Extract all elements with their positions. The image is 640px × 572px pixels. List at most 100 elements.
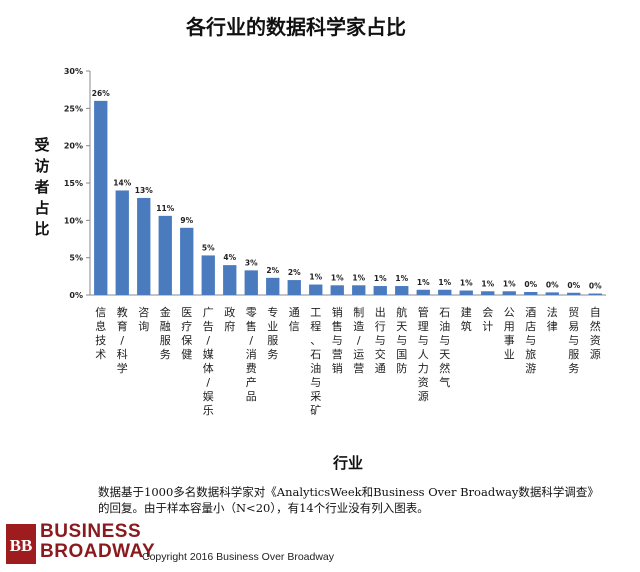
bar — [115, 190, 129, 295]
footnote-line-1: 数据基于1000多名数据科学家对《AnalyticsWeek和Business … — [98, 485, 599, 499]
bar — [287, 280, 301, 295]
bar — [416, 289, 430, 295]
x-tick-label: 自然资源 — [590, 306, 601, 361]
bar-data-label: 0% — [546, 280, 559, 289]
bar — [330, 285, 344, 295]
bar-data-label: 26% — [92, 89, 110, 98]
y-axis-ticks: 0% 5% 10% 15% 20% 25% 30% — [64, 67, 90, 300]
bar — [309, 284, 323, 295]
logo-line-1: BUSINESS — [40, 521, 142, 542]
x-tick-label: 石油与天然气 — [439, 306, 450, 389]
bar — [244, 270, 258, 295]
bar — [94, 100, 108, 295]
x-tick-label: 出行与交通 — [375, 305, 386, 375]
bar-data-label: 0% — [589, 282, 602, 291]
bar-data-label: 3% — [245, 258, 258, 267]
bar — [266, 277, 280, 295]
bar — [545, 292, 559, 295]
footnote-line-2: 的回复。由于样本容量小（N<20），有14个行业没有列入图表。 — [98, 501, 429, 515]
bar — [588, 293, 602, 295]
x-tick-label: 酒店与旅游 — [525, 306, 536, 375]
x-tick-label: 金融服务 — [160, 305, 171, 361]
bar-data-label: 0% — [567, 281, 580, 290]
bar — [373, 286, 387, 295]
bars: 26% 14% 13%11% 9% 5% 4% 3% 2% 2% 1% 1% 1% 1% 1% 1% 1% 1%… — [92, 89, 602, 295]
x-tick-label: 管理与人力资源 — [418, 305, 429, 403]
bar — [502, 291, 516, 295]
x-tick-label: 公用事业 — [504, 306, 515, 361]
bb-logo-icon: BB — [6, 524, 36, 564]
bar-data-label: 1% — [460, 279, 473, 288]
y-axis-label-char: 受 — [34, 136, 49, 154]
x-tick-label: 通信 — [289, 306, 300, 333]
logo-wordmark: BUSINESS BROADWAY — [40, 522, 155, 562]
x-tick-label: 制造/运营 — [353, 306, 364, 375]
bar — [137, 197, 151, 295]
y-tick-label: 30% — [64, 67, 83, 76]
bar-data-label: 14% — [113, 178, 131, 187]
x-tick-label: 广告/媒体/娱乐 — [203, 306, 214, 417]
y-axis-label-char: 者 — [34, 178, 49, 196]
bar — [459, 290, 473, 295]
bar-data-label: 1% — [438, 278, 451, 287]
x-tick-label: 航天与国防 — [396, 305, 407, 375]
bar-data-label: 1% — [309, 273, 322, 282]
x-tick-label: 信息技术 — [95, 306, 106, 361]
bar-data-label: 13% — [135, 186, 153, 195]
x-tick-label: 零售/消费产品 — [246, 306, 257, 403]
logo-mark: BB — [6, 524, 36, 564]
bar-data-label: 1% — [331, 273, 344, 282]
x-tick-label: 咨询 — [138, 305, 149, 333]
bar — [180, 227, 194, 295]
x-tick-label: 专业服务 — [267, 305, 278, 361]
x-axis-ticks: 信息技术教育/科学咨询金融服务医疗保健广告/媒体/娱乐政府零售/消费产品专业服务… — [95, 305, 601, 417]
x-tick-label: 建筑 — [461, 305, 472, 333]
bar — [524, 292, 538, 295]
x-tick-label: 工程、石油与采矿 — [310, 306, 321, 417]
bar-data-label: 2% — [288, 268, 301, 277]
bar-data-label: 11% — [156, 204, 174, 213]
bar — [223, 265, 237, 295]
bar-data-label: 1% — [352, 273, 365, 282]
bar — [481, 291, 495, 295]
x-axis-label: 行业 — [332, 454, 363, 472]
x-tick-label: 法律 — [547, 305, 558, 333]
y-axis-label-char: 占 — [34, 199, 49, 217]
bar-data-label: 9% — [180, 216, 193, 225]
x-tick-label: 贸易与服务 — [568, 306, 579, 375]
y-axis-label-char: 访 — [34, 157, 49, 175]
bar-data-label: 0% — [524, 280, 537, 289]
y-tick-label: 0% — [69, 291, 83, 300]
x-tick-label: 教育/科学 — [117, 306, 128, 375]
bar — [158, 215, 172, 295]
bar-data-label: 1% — [417, 278, 430, 287]
x-tick-label: 会计 — [482, 306, 493, 333]
copyright-text: Copyright 2016 Business Over Broadway — [142, 551, 335, 563]
bar-data-label: 1% — [503, 279, 516, 288]
x-tick-label: 销售与营销 — [332, 305, 343, 375]
x-tick-label: 政府 — [224, 305, 235, 333]
chart-title: 各行业的数据科学家占比 — [185, 15, 406, 39]
bar-data-label: 5% — [202, 243, 215, 252]
bar — [352, 285, 366, 295]
bar-data-label: 1% — [481, 279, 494, 288]
bar-data-label: 2% — [266, 266, 279, 275]
y-axis-label-char: 比 — [34, 220, 49, 238]
bar — [201, 255, 215, 295]
y-tick-label: 15% — [64, 179, 83, 188]
logo-mark-text: BB — [10, 536, 33, 555]
y-tick-label: 20% — [64, 142, 83, 151]
y-tick-label: 5% — [69, 254, 83, 263]
footnote: 数据基于1000多名数据科学家对《AnalyticsWeek和Business … — [98, 484, 599, 516]
bar — [567, 292, 581, 295]
bar — [438, 289, 452, 295]
bar — [395, 286, 409, 295]
x-tick-label: 医疗保健 — [181, 306, 192, 361]
bar-data-label: 1% — [395, 274, 408, 283]
bar-data-label: 4% — [223, 253, 236, 262]
logo-line-2: BROADWAY — [40, 541, 156, 562]
y-tick-label: 10% — [64, 216, 83, 225]
y-tick-label: 25% — [64, 104, 83, 113]
